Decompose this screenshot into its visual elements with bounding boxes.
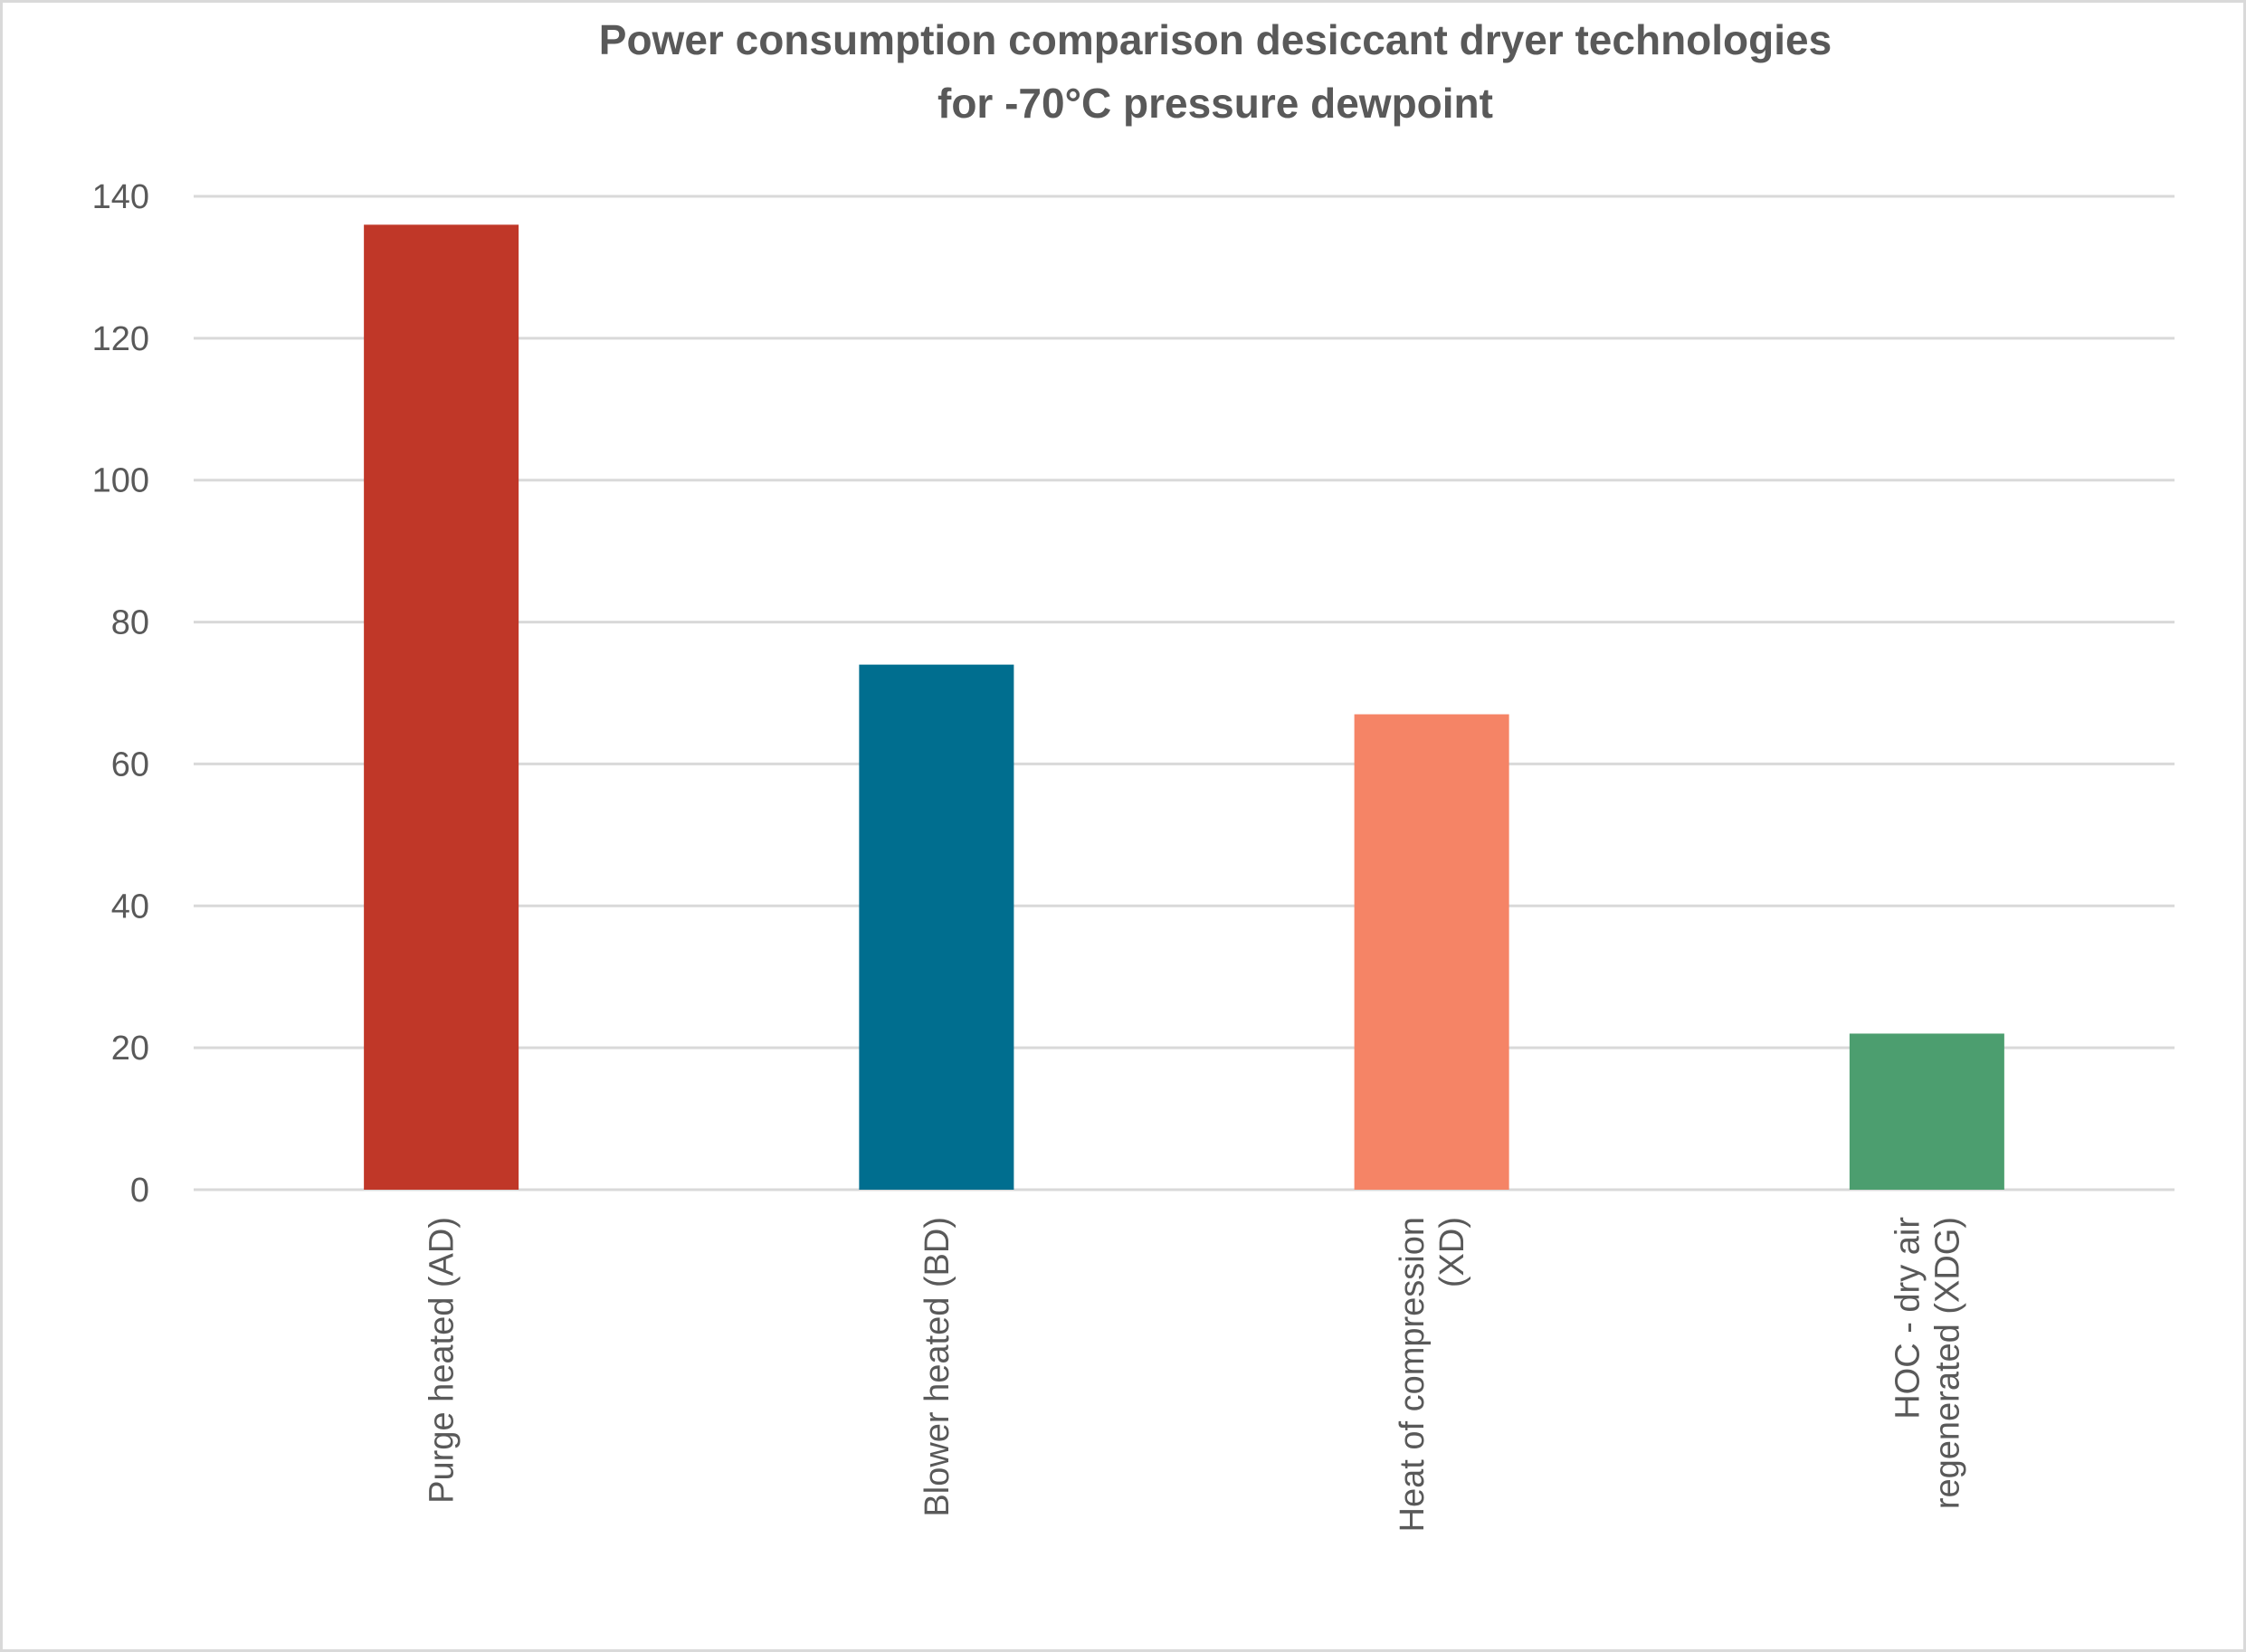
bar — [859, 664, 1014, 1190]
x-category-label: Heat of compression — [1394, 1217, 1432, 1533]
chart-title-line-1: Power consumption comparison desiccant d… — [599, 16, 1832, 63]
x-category-label: Blower heated (BD) — [918, 1217, 956, 1517]
y-tick-label: 40 — [111, 888, 149, 926]
x-category-label: regenerated (XDG) — [1928, 1217, 1966, 1509]
x-category-label: HOC - dry air — [1889, 1217, 1927, 1419]
chart-title-line-2: for -70°C pressure dewpoint — [937, 80, 1493, 127]
y-tick-label: 20 — [111, 1030, 149, 1068]
y-tick-label: 60 — [111, 745, 149, 783]
bar — [1354, 714, 1509, 1190]
y-tick-label: 80 — [111, 604, 149, 642]
x-category-label: Purge heated (AD) — [424, 1217, 462, 1504]
y-tick-label: 0 — [130, 1172, 149, 1210]
y-tick-label: 120 — [92, 320, 149, 358]
bar — [364, 224, 519, 1190]
x-category-label: (XD) — [1433, 1217, 1471, 1287]
y-tick-label: 140 — [92, 178, 149, 216]
bar — [1849, 1033, 2004, 1190]
y-tick-label: 100 — [92, 462, 149, 500]
